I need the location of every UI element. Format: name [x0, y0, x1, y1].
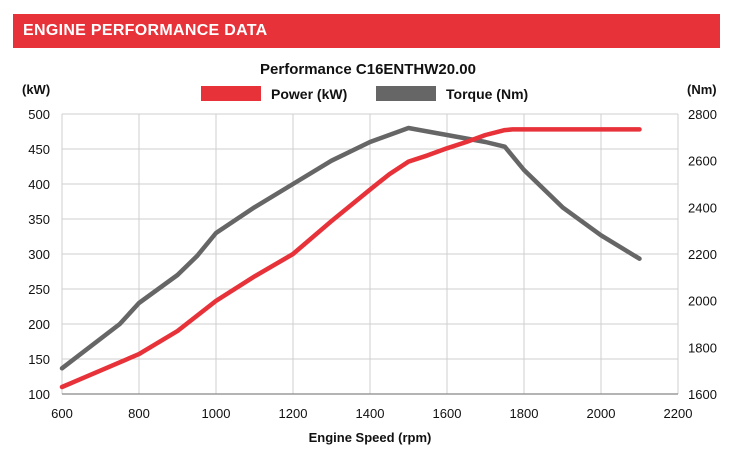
- x-tick-label: 1400: [356, 406, 385, 421]
- x-tick-label: 2200: [664, 406, 693, 421]
- header-banner: ENGINE PERFORMANCE DATA: [13, 14, 720, 48]
- page-title: ENGINE PERFORMANCE DATA: [23, 22, 268, 39]
- y-right-tick-label: 2800: [688, 107, 717, 122]
- y-right-tick-label: 2200: [688, 247, 717, 262]
- y-left-tick-label: 250: [28, 282, 50, 297]
- chart-title: Performance C16ENTHW20.00: [260, 61, 476, 78]
- y-left-tick-label: 450: [28, 142, 50, 157]
- y-left-tick-label: 150: [28, 352, 50, 367]
- y-right-tick-label: 2600: [688, 154, 717, 169]
- torque-series-line: [59, 125, 642, 371]
- x-tick-label: 600: [51, 406, 73, 421]
- x-tick-label: 1000: [202, 406, 231, 421]
- y-right-tick-label: 2400: [688, 200, 717, 215]
- legend-label-torque: Torque (Nm): [446, 86, 528, 102]
- x-tick-label: 800: [128, 406, 150, 421]
- power-series-line: [59, 127, 642, 390]
- y-left-tick-label: 200: [28, 317, 50, 332]
- y-left-tick-label: 400: [28, 177, 50, 192]
- x-tick-label: 2000: [587, 406, 616, 421]
- legend-label-power: Power (kW): [271, 86, 347, 102]
- legend-swatch-power: [201, 86, 261, 101]
- x-tick-label: 1600: [433, 406, 462, 421]
- x-tick-label: 1200: [279, 406, 308, 421]
- y-right-tick-label: 1800: [688, 340, 717, 355]
- y-right-tick-label: 2000: [688, 294, 717, 309]
- y-left-tick-label: 300: [28, 247, 50, 262]
- x-axis-label: Engine Speed (rpm): [309, 430, 432, 445]
- y-right-tick-label: 1600: [688, 387, 717, 402]
- legend-swatch-torque: [376, 86, 436, 101]
- y-right-unit: (Nm): [687, 82, 717, 97]
- y-left-tick-label: 500: [28, 107, 50, 122]
- y-left-tick-label: 350: [28, 212, 50, 227]
- y-left-unit: (kW): [22, 82, 50, 97]
- y-left-tick-label: 100: [28, 387, 50, 402]
- x-tick-label: 1800: [510, 406, 539, 421]
